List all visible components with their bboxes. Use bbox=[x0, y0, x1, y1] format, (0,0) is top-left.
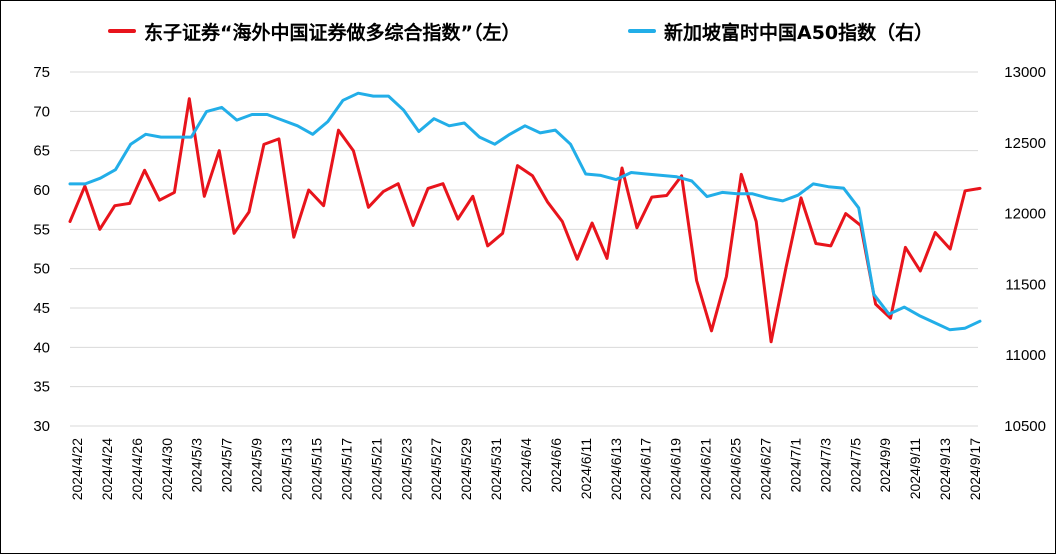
x-tick-label: 2024/6/6 bbox=[548, 438, 564, 493]
x-tick-label: 2024/5/29 bbox=[458, 438, 474, 500]
y-right-tick-label: 12000 bbox=[1004, 206, 1046, 223]
x-tick-label: 2024/5/31 bbox=[488, 438, 504, 500]
y-right-tick-label: 12500 bbox=[1004, 135, 1046, 152]
x-tick-label: 2024/5/7 bbox=[219, 438, 235, 493]
x-tick-label: 2024/6/21 bbox=[698, 438, 714, 500]
y-right-tick-label: 13000 bbox=[1004, 64, 1046, 81]
series-line-1 bbox=[68, 97, 982, 344]
legend-series2: 新加坡富时中国A50指数（右） bbox=[628, 18, 933, 44]
y-right-tick-label: 11000 bbox=[1005, 347, 1046, 364]
legend-series1-swatch bbox=[108, 29, 136, 33]
x-tick-label: 2024/5/13 bbox=[279, 438, 295, 500]
x-tick-label: 2024/5/27 bbox=[428, 438, 444, 500]
x-tick-label: 2024/4/26 bbox=[129, 438, 145, 500]
x-tick-label: 2024/6/27 bbox=[757, 438, 773, 500]
y-left-tick-label: 75 bbox=[33, 64, 50, 81]
legend-series2-swatch bbox=[628, 29, 656, 33]
x-tick-label: 2024/9/9 bbox=[877, 438, 893, 493]
y-right-tick-label: 11500 bbox=[1005, 276, 1046, 293]
x-tick-label: 2024/5/23 bbox=[398, 438, 414, 500]
x-tick-label: 2024/6/11 bbox=[578, 438, 594, 499]
y-left-tick-label: 30 bbox=[33, 418, 50, 435]
x-tick-label: 2024/5/9 bbox=[249, 438, 265, 493]
x-tick-label: 2024/5/3 bbox=[189, 438, 205, 493]
x-tick-label: 2024/9/11 bbox=[907, 438, 923, 499]
legend-series1: 东子证券“海外中国证券做多综合指数”（左） bbox=[108, 18, 520, 44]
x-tick-label: 2024/4/24 bbox=[99, 438, 115, 500]
x-tick-label: 2024/6/19 bbox=[668, 438, 684, 500]
x-tick-label: 2024/5/17 bbox=[338, 438, 354, 500]
x-tick-label: 2024/6/17 bbox=[638, 438, 654, 500]
series-line-2 bbox=[68, 91, 982, 332]
x-tick-label: 2024/6/25 bbox=[728, 438, 744, 500]
y-left-tick-label: 50 bbox=[33, 261, 50, 278]
x-tick-label: 2024/7/5 bbox=[847, 438, 863, 493]
x-tick-label: 2024/7/3 bbox=[817, 438, 833, 493]
x-tick-label: 2024/6/4 bbox=[518, 438, 534, 493]
y-right-tick-label: 10500 bbox=[1004, 418, 1046, 435]
y-left-tick-label: 70 bbox=[33, 103, 50, 120]
y-left-tick-label: 40 bbox=[33, 339, 50, 356]
x-tick-label: 2024/4/22 bbox=[69, 438, 85, 500]
legend-series2-label: 新加坡富时中国A50指数（右） bbox=[664, 21, 934, 44]
y-left-tick-label: 55 bbox=[33, 221, 50, 238]
legend-series1-label: 东子证券“海外中国证券做多综合指数”（左） bbox=[144, 21, 521, 44]
y-left-tick-label: 60 bbox=[33, 182, 50, 199]
y-left-tick-label: 35 bbox=[33, 379, 50, 396]
x-tick-label: 2024/7/1 bbox=[787, 438, 803, 493]
x-tick-label: 2024/5/21 bbox=[368, 438, 384, 500]
x-tick-label: 2024/5/15 bbox=[308, 438, 324, 500]
x-tick-label: 2024/4/30 bbox=[159, 438, 175, 500]
y-left-tick-label: 65 bbox=[33, 143, 50, 160]
x-tick-label: 2024/9/13 bbox=[937, 438, 953, 500]
x-tick-label: 2024/6/13 bbox=[608, 438, 624, 500]
y-left-tick-label: 45 bbox=[33, 300, 50, 317]
x-tick-label: 2024/9/17 bbox=[967, 438, 983, 500]
